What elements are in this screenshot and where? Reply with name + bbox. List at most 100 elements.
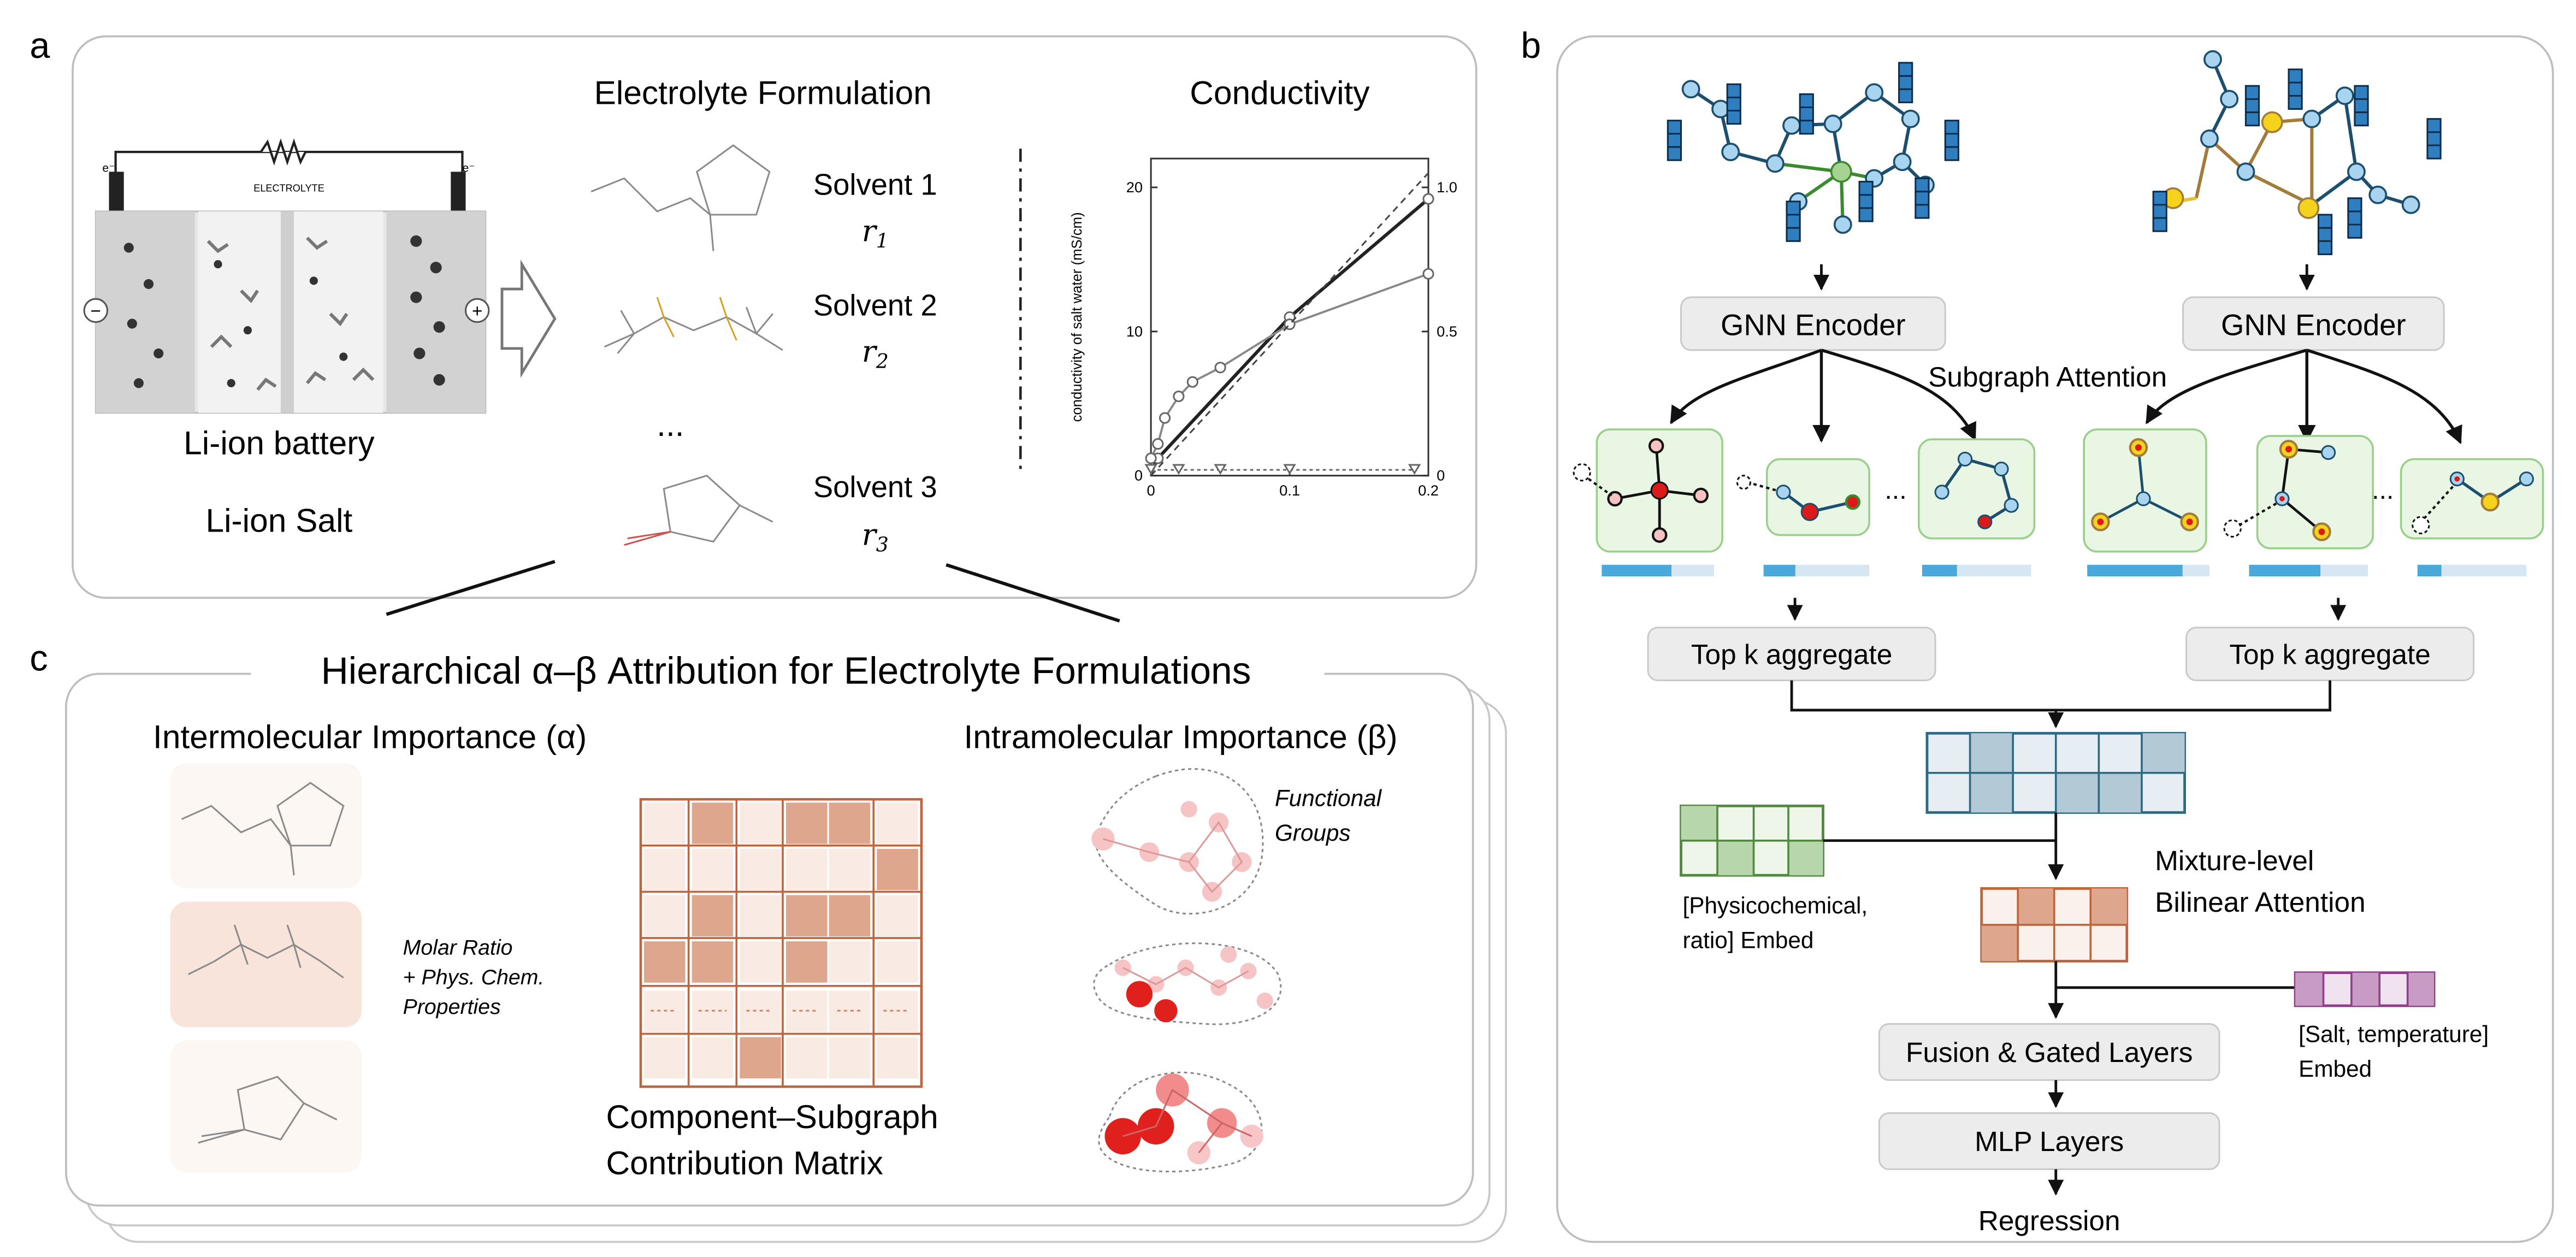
series-point xyxy=(1159,412,1171,424)
x-tick-label: 0 xyxy=(1147,482,1155,499)
series-point xyxy=(1172,464,1185,475)
contribution-matrix xyxy=(639,798,923,1088)
fusion-gated-layers xyxy=(1878,1023,2220,1081)
molecular-graph-right xyxy=(2162,50,2420,219)
battery-label: Li-ion battery xyxy=(184,424,375,461)
gnn-encoder-left xyxy=(1680,296,1946,351)
mixture-embedding-matrix xyxy=(1925,731,2186,814)
functional-group-molecule-1 xyxy=(1091,768,1264,915)
subgraph-box-1 xyxy=(1573,428,1723,553)
panel-c-title-bg xyxy=(251,647,1325,697)
molecule-solvent-2 xyxy=(604,297,783,354)
solvent-3-ratio: r3 xyxy=(862,517,889,557)
x-tick-label: 0.2 xyxy=(1418,482,1439,499)
salt-label: Li-ion Salt xyxy=(205,501,352,539)
physchem-embedding-matrix xyxy=(1680,804,1824,877)
functional-groups-line1: Functional xyxy=(1275,785,1382,811)
feature-vector-icon xyxy=(2347,197,2362,239)
subgraph-ellipsis-right: ... xyxy=(2372,475,2394,505)
mixture-label-line1: Mixture-level xyxy=(2155,845,2314,876)
component-molecule-1 xyxy=(181,782,345,876)
series-point xyxy=(1283,464,1296,475)
functional-groups-line2: Groups xyxy=(1275,820,1351,846)
molecule-solvent-3 xyxy=(624,474,773,546)
attention-bars xyxy=(1602,564,2527,577)
panel-label-a: a xyxy=(29,26,50,66)
series-point xyxy=(1214,362,1226,374)
gnn-encoder-right xyxy=(2182,296,2445,351)
series-point xyxy=(1408,464,1421,475)
bilinear-attention-matrix xyxy=(1980,887,2129,963)
physchem-label-line2: ratio] Embed xyxy=(1683,927,1814,953)
solvent-1-label: Solvent 1 xyxy=(813,168,937,202)
svg-text:e⁻: e⁻ xyxy=(462,162,475,174)
series-point xyxy=(1422,268,1434,280)
component-box-2 xyxy=(170,901,362,1028)
y-tick-label: 0 xyxy=(1135,467,1143,484)
plus-terminal: + xyxy=(472,301,482,321)
attention-bar-fill xyxy=(1922,564,1957,577)
attention-bar-bg xyxy=(2417,564,2527,577)
salt-label-line1: [Salt, temperature] xyxy=(2299,1022,2489,1047)
minus-terminal: − xyxy=(91,301,101,321)
feature-vector-icon xyxy=(1786,200,1801,242)
component-box-3 xyxy=(170,1040,362,1173)
svg-text:e⁻: e⁻ xyxy=(102,162,115,174)
electrolyte-tag: ELECTROLYTE xyxy=(253,183,324,194)
feature-vector-icon xyxy=(2354,85,2369,127)
series-point xyxy=(1186,376,1198,388)
attention-bar-fill xyxy=(1763,564,1795,577)
y2-tick-label: 0 xyxy=(1437,467,1445,484)
feature-vector-icon xyxy=(1858,181,1874,222)
intra-title: Intramolecular Importance (β) xyxy=(964,718,1397,755)
subgraph-box-3 xyxy=(1918,438,2036,540)
mixture-label-line2: Bilinear Attention xyxy=(2155,886,2366,918)
component-molecule-2 xyxy=(187,924,344,978)
x-tick-label: 0.1 xyxy=(1279,482,1300,499)
solvent-1-ratio: r1 xyxy=(862,213,889,252)
y2-tick-label: 1.0 xyxy=(1437,179,1457,196)
chart-ylabel: conductivity of salt water (mS/cm) xyxy=(1070,212,1085,422)
matrix-label-line2: Contribution Matrix xyxy=(606,1144,883,1181)
y-tick-label: 10 xyxy=(1126,323,1143,340)
topk-aggregate-left-label: Top k aggregate xyxy=(1691,638,1892,670)
molar-ratio-line1: Molar Ratio xyxy=(403,935,513,959)
feature-vector-icon xyxy=(1915,177,1930,219)
attention-bar-fill xyxy=(2087,564,2183,577)
mlp-layers xyxy=(1878,1112,2220,1170)
feature-vector-icon xyxy=(1898,62,1913,103)
subgraph-ellipsis-left: ... xyxy=(1884,475,1906,505)
feature-vector-icon xyxy=(1799,93,1814,135)
mlp-layers-label: MLP Layers xyxy=(1975,1125,2124,1157)
panel-label-b: b xyxy=(1521,26,1541,66)
component-molecule-3 xyxy=(198,1076,338,1144)
series-point xyxy=(1422,193,1434,205)
feature-vector-icon xyxy=(1944,120,1959,161)
conductivity-chart: conductivity of salt water (mS/cm) 0 0.1 0… xyxy=(1070,157,1457,499)
subgraph-attention-label: Subgraph Attention xyxy=(1928,361,2167,392)
connector-left xyxy=(386,559,556,616)
connector-right xyxy=(946,563,1120,623)
series-point xyxy=(1214,464,1227,475)
attention-bar-fill xyxy=(2417,564,2442,577)
subgraph-box-5 xyxy=(2223,435,2374,550)
y2-tick-label: 0.5 xyxy=(1437,323,1457,340)
flow-arrow xyxy=(500,259,557,378)
molar-ratio-line2: + Phys. Chem. xyxy=(403,965,545,989)
gnn-encoder-right-label: GNN Encoder xyxy=(2221,309,2406,342)
feature-vector-icon xyxy=(1726,83,1741,125)
functional-group-molecule-2 xyxy=(1093,942,1282,1025)
panel-c-title: Hierarchical α–β Attribution for Electro… xyxy=(321,650,1251,692)
inter-title: Intermolecular Importance (α) xyxy=(153,718,587,755)
feature-vector-icon xyxy=(2426,118,2442,160)
conductivity-title: Conductivity xyxy=(1190,74,1370,111)
formulation-title: Electrolyte Formulation xyxy=(594,74,932,111)
feature-vector-icon xyxy=(2152,191,2167,232)
feature-vector-icon xyxy=(2244,85,2260,127)
functional-group-molecule-3 xyxy=(1098,1071,1263,1173)
solvent-2-ratio: r2 xyxy=(862,334,889,373)
attention-bar-fill xyxy=(2249,564,2321,577)
panel-a-frame xyxy=(72,35,1478,599)
